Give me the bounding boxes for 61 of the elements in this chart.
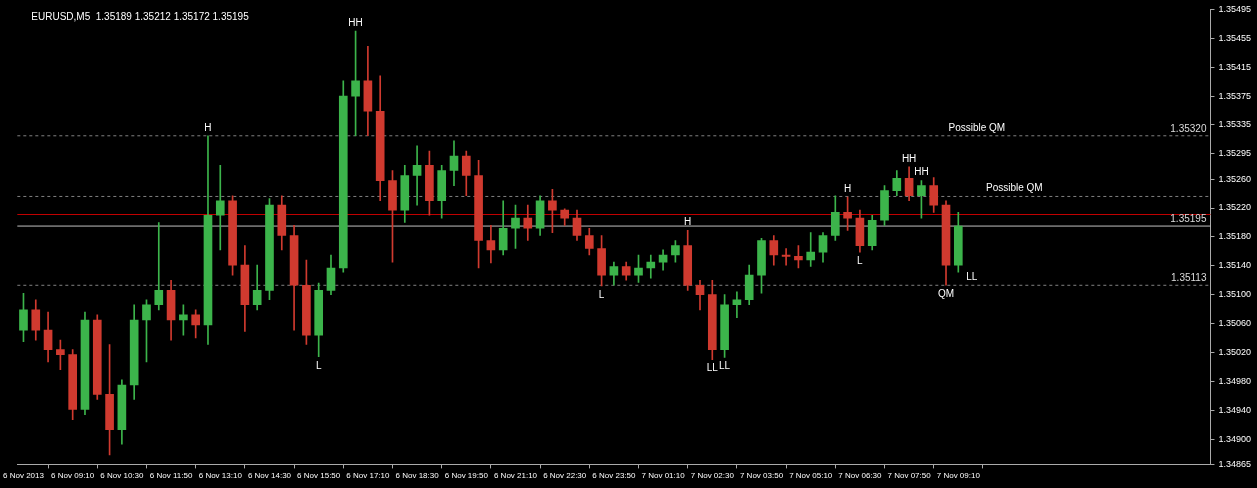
y-tick-label: 1.35100	[1218, 289, 1252, 300]
x-tick-label: 7 Nov 01:10	[641, 471, 686, 481]
y-tick-label: 1.35295	[1218, 148, 1252, 159]
annotation: HH	[901, 152, 917, 164]
x-tick-label: 6 Nov 11:50	[149, 471, 193, 481]
annotation: QM	[937, 288, 955, 300]
annotation: L	[315, 359, 322, 371]
x-tick-label: 7 Nov 02:30	[690, 471, 735, 481]
annotation: Possible QM	[948, 121, 1006, 133]
y-tick-label: 1.35495	[1218, 3, 1252, 14]
y-tick-label: 1.35260	[1218, 173, 1252, 184]
x-tick-label: 6 Nov 09:10	[51, 471, 95, 481]
y-tick-label: 1.34900	[1218, 433, 1252, 444]
y-tick-label: 1.35375	[1218, 90, 1252, 101]
x-tick-label: 6 Nov 18:30	[395, 471, 440, 481]
x-tick-label: 6 Nov 21:10	[493, 471, 538, 481]
candlestick	[215, 165, 225, 251]
y-tick-label: 1.35020	[1218, 346, 1252, 357]
candlestick	[412, 145, 422, 206]
y-tick-label: 1.34865	[1218, 458, 1252, 469]
y-tick-label: 1.35335	[1218, 119, 1252, 130]
x-tick-label: 6 Nov 19:50	[444, 471, 489, 481]
y-tick-label: 1.35180	[1218, 231, 1252, 242]
y-tick-label: 1.34980	[1218, 375, 1252, 386]
x-tick-label: 6 Nov 13:10	[198, 471, 243, 481]
x-tick-label: 6 Nov 22:30	[543, 471, 587, 481]
x-tick-label: 7 Nov 03:50	[739, 471, 784, 481]
annotation: HH	[914, 166, 929, 178]
x-tick-label: 6 Nov 23:50	[592, 471, 637, 481]
annotation: Possible QM	[985, 182, 1043, 194]
annotation: LL	[706, 362, 719, 374]
annotation: H	[684, 216, 692, 228]
annotation: L	[857, 254, 864, 266]
y-tick-label: 1.35140	[1218, 260, 1252, 271]
x-tick-label: 7 Nov 05:10	[789, 471, 833, 481]
candlestick	[806, 232, 816, 267]
annotation: LL	[719, 360, 731, 372]
annotation: LL	[966, 271, 978, 283]
x-tick-label: 6 Nov 14:30	[247, 471, 292, 481]
x-tick-label: 6 Nov 15:50	[297, 471, 341, 481]
y-tick-label: 1.35060	[1218, 318, 1252, 329]
annotation: H	[843, 182, 852, 194]
y-tick-label: 1.35415	[1218, 61, 1252, 72]
candlestick	[732, 291, 742, 319]
annotation: L	[598, 288, 605, 300]
ref-line-label: 1.35113	[1171, 272, 1207, 284]
x-tick-label: 7 Nov 07:50	[887, 471, 932, 481]
chart-title: EURUSD,M5 1.35189 1.35212 1.35172 1.35195	[31, 11, 250, 23]
x-tick-label: 6 Nov 17:10	[346, 471, 391, 481]
ref-line-label: 1.35320	[1170, 122, 1207, 134]
x-tick-label: 6 Nov 10:30	[100, 471, 144, 481]
y-tick-label: 1.34940	[1218, 404, 1252, 415]
candlestick	[154, 222, 164, 311]
annotation: H	[204, 121, 212, 133]
annotation: HH	[348, 16, 363, 28]
x-tick-label: 6 Nov 2013	[3, 471, 45, 481]
ref-line-label: 1.35195	[1170, 212, 1207, 224]
x-tick-label: 7 Nov 06:30	[838, 471, 883, 481]
y-tick-label: 1.35455	[1218, 32, 1252, 43]
y-tick-label: 1.35220	[1218, 202, 1252, 213]
x-tick-label: 7 Nov 09:10	[936, 471, 981, 481]
